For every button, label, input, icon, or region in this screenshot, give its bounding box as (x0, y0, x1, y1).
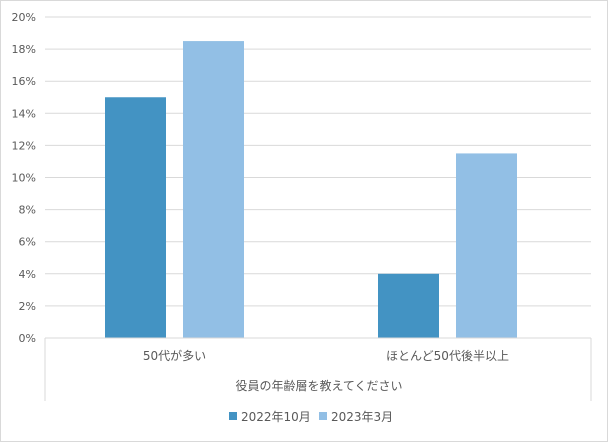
x-axis-title: 役員の年齢層を教えてください (235, 378, 402, 393)
x-category-label: 50代が多い (143, 348, 206, 363)
y-tick-label: 16% (12, 75, 36, 88)
bar (456, 153, 517, 338)
bar (378, 273, 439, 338)
y-tick-label: 20% (12, 11, 36, 24)
y-tick-label: 10% (12, 172, 36, 185)
y-tick-label: 4% (19, 268, 36, 281)
y-tick-label: 8% (19, 204, 36, 217)
x-axis-category-labels: 50代が多い ほとんど50代後半以上 (143, 348, 509, 363)
x-category-label: ほとんど50代後半以上 (386, 349, 509, 363)
bars (105, 41, 517, 338)
y-tick-label: 12% (12, 139, 36, 152)
y-tick-label: 2% (19, 300, 36, 313)
y-tick-label: 18% (12, 43, 36, 56)
legend-swatch (229, 412, 237, 420)
y-tick-label: 14% (12, 107, 36, 120)
y-axis-tick-labels: 0% 2% 4% 6% 8% 10% 12% 14% 16% 18% 20% (12, 11, 36, 345)
axes (44, 337, 592, 401)
legend-label: 2023年3月 (331, 410, 393, 424)
legend-label: 2022年10月 (241, 410, 311, 424)
legend: 2022年10月 2023年3月 (229, 410, 393, 424)
legend-swatch (319, 412, 327, 420)
bar (183, 41, 244, 338)
y-tick-label: 0% (19, 332, 36, 345)
y-tick-label: 6% (19, 236, 36, 249)
bar (105, 97, 166, 338)
